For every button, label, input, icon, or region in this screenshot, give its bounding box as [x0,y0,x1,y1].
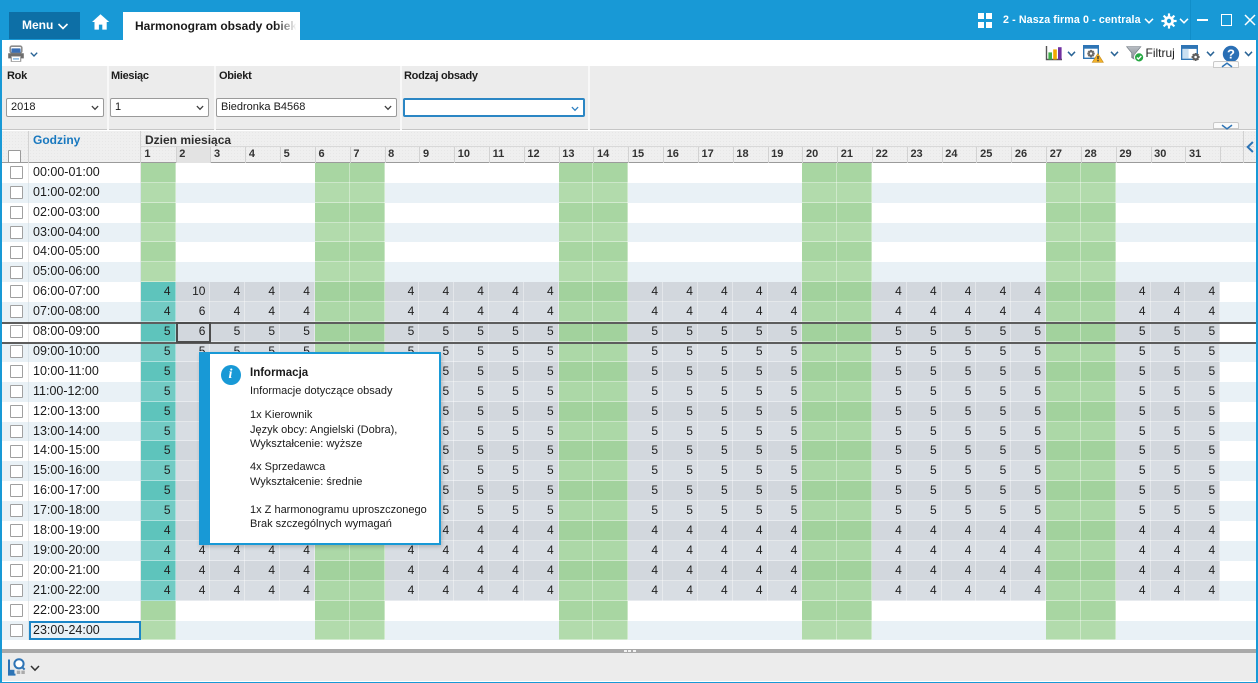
svg-text:?: ? [1227,46,1235,61]
